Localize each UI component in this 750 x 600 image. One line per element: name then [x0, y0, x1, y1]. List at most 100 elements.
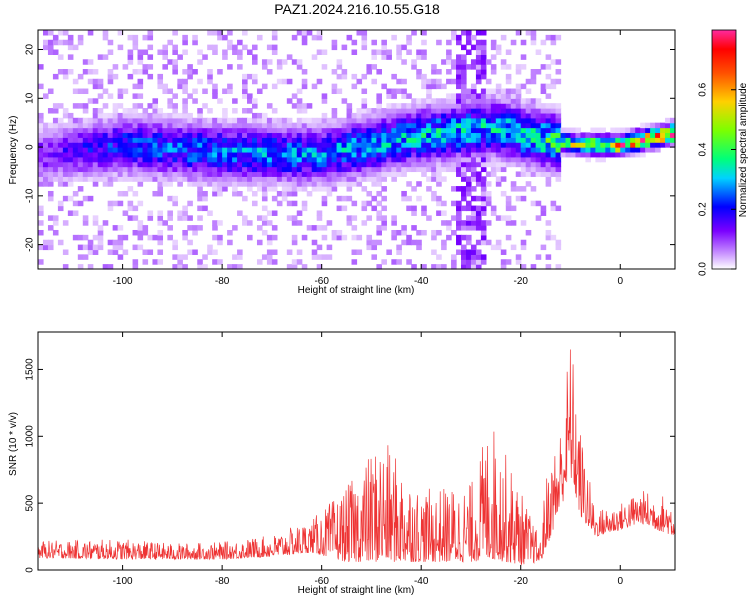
spectrogram-cell [122, 190, 129, 197]
x-tick-label: -80 [215, 576, 230, 587]
spectrogram-cell [82, 88, 89, 95]
spectrogram-cell [321, 254, 328, 260]
spectrogram-cell [127, 166, 134, 173]
spectrogram-cell [356, 108, 363, 114]
spectrogram-cell [500, 103, 507, 109]
spectrogram-cell [286, 200, 293, 207]
spectrogram-cell [361, 39, 368, 46]
spectrogram-cell [202, 195, 208, 202]
spectrogram-cell [510, 181, 517, 187]
spectrogram-cell [212, 44, 218, 51]
spectrogram-cell [67, 147, 74, 153]
spectrogram-cell [157, 127, 164, 134]
spectrogram-cell [620, 151, 626, 158]
spectrogram-cell [301, 103, 308, 109]
spectrogram-cell [232, 127, 238, 134]
spectrogram-cell [406, 147, 412, 153]
spectrogram-cell [336, 166, 343, 173]
spectrogram-cell [346, 142, 353, 148]
spectrogram-cell [247, 176, 253, 182]
spectrogram-cell [227, 264, 233, 270]
spectrogram-cell [311, 127, 318, 134]
spectrogram-cell [446, 108, 452, 114]
spectrogram-cell [480, 69, 487, 75]
spectrogram-cell [137, 54, 144, 60]
spectrogram-cell [451, 137, 457, 143]
spectrogram-cell [77, 137, 84, 143]
spectrogram-cell [660, 137, 666, 143]
spectrogram-cell [167, 59, 173, 65]
spectrogram-cell [77, 244, 84, 251]
spectrogram-cell [431, 176, 437, 182]
spectrogram-cell [555, 122, 562, 129]
spectrogram-cell [480, 73, 487, 80]
spectrogram-cell [540, 151, 547, 158]
spectrogram-cell [147, 142, 154, 148]
spectrogram-cell [645, 147, 651, 153]
spectrogram-cell [510, 156, 517, 163]
spectrogram-cell [386, 49, 392, 55]
spectrogram-cell [77, 171, 84, 177]
spectrogram-cell [520, 220, 527, 226]
spectrogram-cell [490, 210, 497, 216]
spectrogram-cell [391, 73, 397, 80]
x-tick-label: -20 [514, 276, 529, 287]
spectrogram-cell [530, 30, 537, 36]
spectrogram-cell [172, 103, 178, 109]
spectrogram-cell [326, 122, 333, 129]
spectrogram-cell [242, 147, 248, 153]
spectrogram-cell [356, 156, 363, 163]
spectrogram-cell [480, 117, 487, 124]
spectrogram-cell [227, 39, 233, 46]
spectrogram-cell [366, 127, 373, 134]
spectrogram-cell [271, 225, 278, 231]
spectrogram-cell [266, 210, 273, 216]
spectrogram-cell [266, 234, 273, 241]
spectrogram-cell [147, 156, 154, 163]
spectrogram-cell [500, 108, 507, 114]
spectrogram-cell [461, 195, 467, 202]
spectrogram-cell [341, 205, 348, 212]
spectrogram-cell [142, 229, 149, 236]
spectrogram-cell [47, 161, 54, 168]
spectrogram-cell [97, 117, 104, 124]
spectrogram-cell [286, 137, 293, 143]
spectrogram-cell [670, 117, 676, 124]
spectrogram-cell [386, 112, 392, 119]
spectrogram-cell [585, 147, 591, 153]
spectrogram-cell [122, 142, 129, 148]
spectrogram-cell [92, 166, 99, 173]
spectrogram-cell [311, 156, 318, 163]
spectrogram-cell [555, 156, 562, 163]
spectrogram-cell [207, 161, 213, 168]
spectrogram-cell [361, 137, 368, 143]
spectrogram-cell [112, 64, 119, 70]
spectrogram-cell [97, 244, 104, 251]
spectrogram-cell [301, 156, 308, 163]
spectrogram-cell [461, 259, 467, 265]
spectrogram-cell [202, 156, 208, 163]
spectrogram-cell [610, 151, 616, 158]
spectrogram-cell [132, 229, 139, 236]
spectrogram-cell [416, 239, 422, 246]
spectrogram-cell [301, 151, 308, 158]
spectrogram-cell [391, 132, 397, 138]
spectrogram-cell [600, 132, 606, 138]
spectrogram-cell [366, 171, 373, 177]
spectrogram-cell [520, 186, 527, 192]
spectrogram-cell [187, 64, 193, 70]
spectrogram-cell [197, 215, 203, 221]
spectrogram-cell [515, 112, 522, 119]
spectrogram-cell [321, 142, 328, 148]
spectrogram-cell [301, 200, 308, 207]
spectrogram-cell [47, 122, 54, 129]
spectrogram-cell [301, 264, 308, 270]
spectrogram-cell [580, 147, 587, 153]
spectrogram-cell [356, 181, 363, 187]
spectrogram-cell [386, 147, 392, 153]
spectrogram-cell [117, 30, 124, 36]
spectrogram-cell [665, 122, 671, 129]
spectrogram-cell [431, 103, 437, 109]
spectrogram-cell [62, 147, 69, 153]
